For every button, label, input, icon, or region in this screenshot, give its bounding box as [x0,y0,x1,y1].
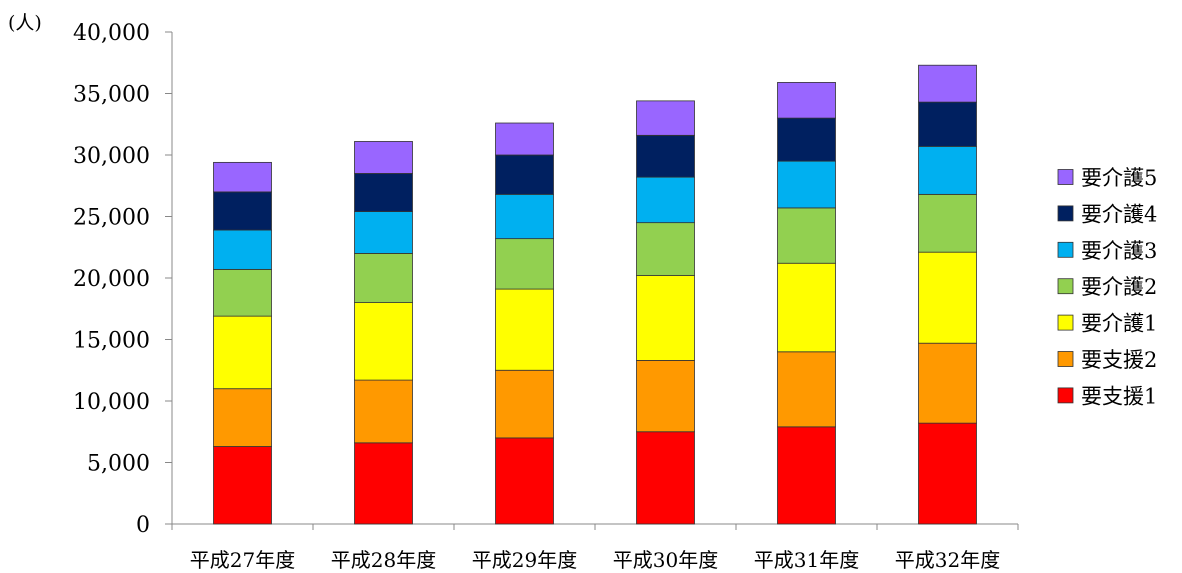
y-axis-unit-label: (人) [8,12,42,34]
x-category-label: 平成31年度 [754,548,859,572]
bar-segment [213,315,272,390]
bar-segment [495,437,554,525]
legend-swatch [1057,351,1074,367]
legend-label: 要介護3 [1081,239,1157,263]
bar-segment [354,252,413,303]
x-category-label: 平成27年度 [190,548,295,572]
legend-label: 要支援2 [1081,348,1157,372]
bar-segment [636,360,695,433]
y-tick-label: 0 [136,513,150,538]
y-tick-label: 15,000 [73,329,150,354]
legend-label: 要介護2 [1081,275,1157,299]
legend-label: 要介護5 [1081,166,1157,190]
bar-segment [354,379,413,444]
bar-segment [777,207,836,264]
bar-segment [213,191,272,231]
bar-segment [495,238,554,290]
y-tick-label: 25,000 [73,206,150,231]
bar-segment [918,101,977,147]
bar-segment [495,122,554,156]
bar-segment [777,262,836,353]
bar-segment [495,288,554,371]
legend-swatch [1057,314,1074,331]
y-tick-label: 10,000 [73,390,150,415]
chart-bars [213,64,977,525]
x-category-label: 平成28年度 [331,548,436,572]
bar-segment [777,160,836,209]
bar-segment [636,176,695,224]
bar-segment [354,302,413,381]
legend-swatch [1057,241,1074,258]
bar-segment [213,229,272,270]
bar-segment [354,173,413,212]
bar-segment [918,342,977,424]
x-category-label: 平成32年度 [895,548,1000,572]
bar-segment [918,251,977,344]
bar-segment [495,369,554,439]
y-tick-label: 40,000 [73,21,150,46]
bar-segment [636,100,695,136]
bar-segment [354,211,413,254]
x-category-label: 平成29年度 [472,548,577,572]
bar-segment [777,351,836,428]
legend-label: 要介護4 [1081,202,1157,226]
bar-segment [495,154,554,195]
y-tick-label: 30,000 [73,144,150,169]
bar-segment [777,117,836,162]
legend-swatch [1057,387,1074,404]
y-tick-label: 5,000 [87,452,150,477]
legend-label: 要支援1 [1081,384,1157,408]
y-tick-label: 35,000 [73,83,150,108]
bar-segment [918,145,977,195]
bar-segment [354,141,413,174]
bar-segment [636,275,695,361]
bar-segment [495,193,554,240]
bar-segment [636,134,695,178]
bar-segment [918,64,977,103]
bar-segment [213,388,272,447]
legend-swatch [1057,169,1074,185]
bar-segment [636,222,695,276]
x-category-label: 平成30年度 [613,548,718,572]
legend-swatch [1057,205,1074,222]
bar-segment [354,442,413,525]
legend-swatch [1057,278,1074,295]
bar-segment [918,193,977,253]
bar-segment [213,446,272,525]
chart-axes: 0 5,000 10,000 15,000 20,000 25,000 30,000 35,0… [73,21,1019,572]
bar-segment [636,431,695,525]
bar-segment [213,268,272,317]
bar-segment [213,161,272,193]
legend-label: 要介護1 [1081,312,1157,336]
bar-segment [777,82,836,119]
y-tick-label: 20,000 [73,267,150,292]
chart-legend: 要介護5 要介護4 要介護3 要介護2 要介護1 要支援2 要支援1 [1057,166,1157,408]
bar-segment [777,426,836,525]
bar-segment [918,422,977,525]
